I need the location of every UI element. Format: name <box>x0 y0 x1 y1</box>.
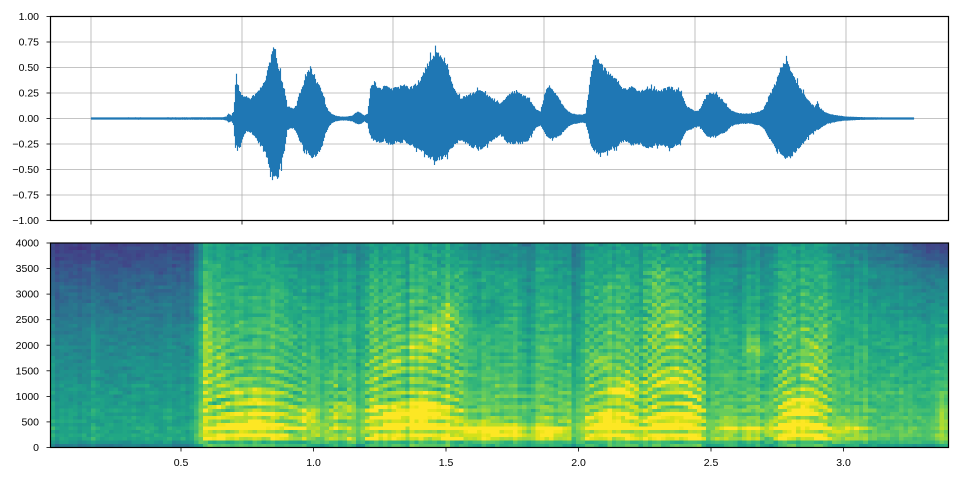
svg-text:2000: 2000 <box>16 340 40 352</box>
svg-text:3500: 3500 <box>16 263 40 275</box>
svg-text:−0.25: −0.25 <box>12 139 39 151</box>
svg-text:0.75: 0.75 <box>19 37 40 49</box>
svg-text:2.0: 2.0 <box>571 457 586 469</box>
svg-text:1.5: 1.5 <box>439 457 454 469</box>
svg-text:1500: 1500 <box>16 365 40 377</box>
svg-text:0.25: 0.25 <box>19 88 40 100</box>
svg-text:2500: 2500 <box>16 314 40 326</box>
svg-text:0.00: 0.00 <box>19 113 40 125</box>
svg-text:−0.75: −0.75 <box>12 190 39 202</box>
svg-text:−1.00: −1.00 <box>12 215 39 227</box>
svg-text:1.0: 1.0 <box>306 457 321 469</box>
svg-text:0.5: 0.5 <box>174 457 189 469</box>
svg-text:2.5: 2.5 <box>704 457 719 469</box>
svg-text:3.0: 3.0 <box>836 457 851 469</box>
svg-text:0: 0 <box>33 442 39 454</box>
svg-text:500: 500 <box>21 416 39 428</box>
svg-text:0.50: 0.50 <box>19 62 40 74</box>
svg-text:4000: 4000 <box>16 238 40 250</box>
svg-text:3000: 3000 <box>16 289 40 301</box>
svg-text:1000: 1000 <box>16 391 40 403</box>
svg-text:−0.50: −0.50 <box>12 164 39 176</box>
svg-text:1.00: 1.00 <box>19 11 40 23</box>
